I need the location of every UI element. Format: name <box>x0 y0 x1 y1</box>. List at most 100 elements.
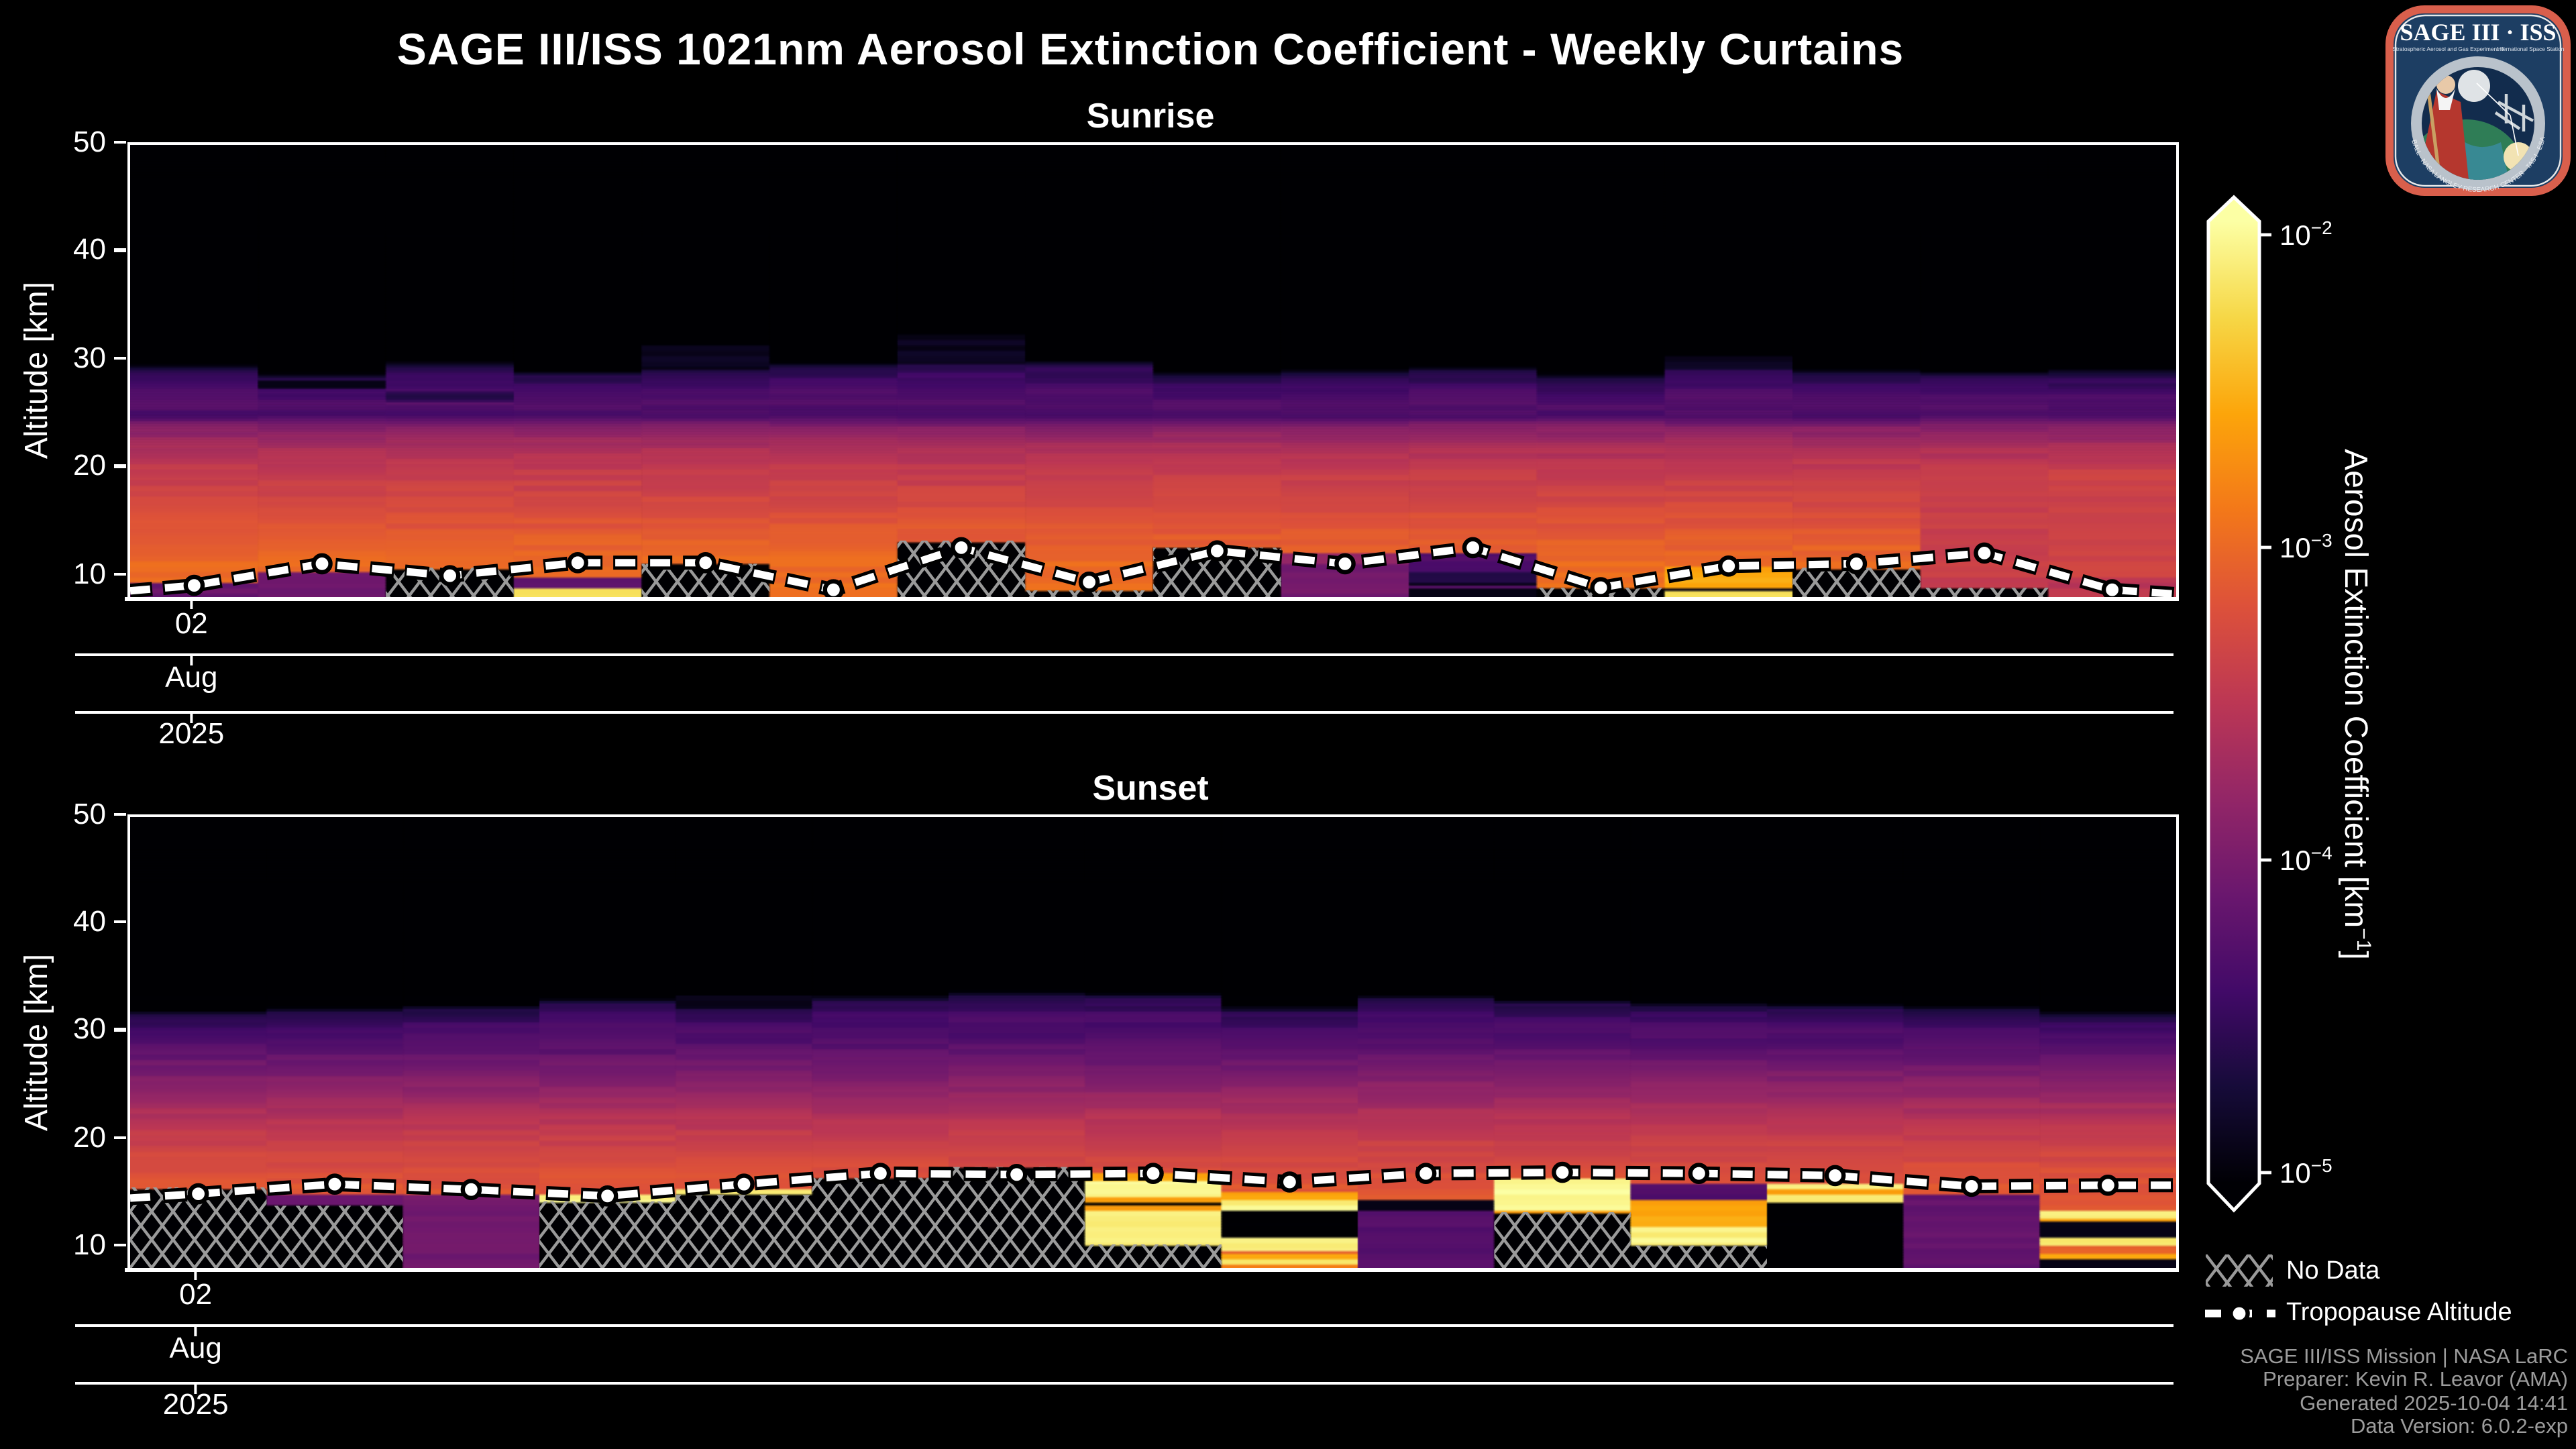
tropopause-marker <box>1552 1161 1573 1183</box>
x-axis-tick-mark <box>194 1326 198 1336</box>
sunrise-overlay <box>130 537 2176 598</box>
logo-title: SAGE III · ISS <box>2400 19 2556 46</box>
attribution-block: SAGE III/ISS Mission | NASA LaRC Prepare… <box>2240 1346 2568 1439</box>
no-data-hatch-region <box>1630 1245 1767 1269</box>
y-axis-tick-mark <box>114 920 126 924</box>
tropopause-marker <box>1845 553 1868 575</box>
tropopause-marker <box>1006 1164 1028 1185</box>
y-axis-tick-label: 20 <box>73 1120 106 1154</box>
tropopause-marker <box>822 579 845 598</box>
attribution-line: Data Version: 6.0.2-exp <box>2351 1415 2568 1439</box>
y-axis-tick-label: 30 <box>73 1012 106 1046</box>
attribution-line: Preparer: Kevin R. Leavor (AMA) <box>2263 1368 2568 1392</box>
y-axis-tick-mark <box>114 812 126 816</box>
x-axis-tick-mark <box>189 714 193 724</box>
y-axis-tick-mark <box>114 1243 126 1247</box>
tropopause-marker <box>1688 1163 1710 1185</box>
no-data-hatch-region <box>1025 590 1153 598</box>
tropopause-legend-label: Tropopause Altitude <box>2286 1299 2512 1327</box>
date-axis-separator <box>75 653 2174 656</box>
tropopause-marker <box>187 1183 209 1205</box>
colorbar-axis-label: Aerosol Extinction Coefficient [km−1] <box>2337 449 2375 960</box>
x-tick-label-day: 02 <box>174 606 208 641</box>
attribution-line: Generated 2025-10-04 14:41 <box>2300 1392 2568 1415</box>
y-axis-tick-mark <box>114 1028 126 1032</box>
y-axis-tick-mark <box>114 248 126 252</box>
x-axis-spine <box>125 1268 2176 1272</box>
x-axis-tick-mark <box>194 1271 198 1281</box>
tropopause-marker <box>1462 537 1484 559</box>
x-tick-label-year: 2025 <box>162 1387 229 1421</box>
y-axis-tick-mark <box>114 1136 126 1139</box>
sunset-overlay <box>130 1161 2176 1269</box>
tropopause-marker <box>2097 1175 2119 1196</box>
x-tick-label-month: Aug <box>169 1331 222 1365</box>
x-axis-spine <box>125 597 2176 601</box>
y-axis-tick-mark <box>114 464 126 468</box>
logo-iss-icon <box>2494 94 2534 131</box>
x-tick-label-month: Aug <box>165 660 218 694</box>
y-axis-tick-label: 50 <box>73 125 106 158</box>
heatmap-panel-sunrise <box>127 142 2179 601</box>
panel-title-sunset: Sunset <box>1092 767 1209 808</box>
x-tick-label-day: 02 <box>179 1277 213 1311</box>
tropopause-marker <box>1961 1175 1982 1197</box>
y-axis-tick-label: 20 <box>73 448 106 482</box>
no-data-hatch-region <box>1920 588 2049 598</box>
colorbar-tick-label: 10−2 <box>2279 217 2332 252</box>
tropopause-marker <box>869 1163 892 1185</box>
figure-title: SAGE III/ISS 1021nm Aerosol Extinction C… <box>396 24 1904 74</box>
logo-moon-icon <box>2458 70 2490 102</box>
no-data-hatch-region <box>812 1177 949 1269</box>
no-data-legend-swatch <box>2206 1254 2273 1287</box>
tropopause-marker <box>695 552 716 574</box>
no-data-hatch-region <box>266 1205 403 1269</box>
x-axis-tick-mark <box>189 655 193 665</box>
tropopause-marker <box>1717 555 1739 577</box>
y-axis-tick-label: 10 <box>73 1227 106 1261</box>
logo-subtitle-right: International Space Station <box>2497 46 2565 52</box>
tropopause-marker <box>1415 1163 1437 1185</box>
y-axis-tick-label: 30 <box>73 340 106 374</box>
tropopause-marker <box>1824 1165 1846 1187</box>
colorbar-tick-label: 10−5 <box>2279 1155 2332 1189</box>
heatmap-panel-sunset <box>127 814 2179 1272</box>
tropopause-marker <box>324 1173 345 1195</box>
tropopause-marker <box>596 1185 619 1207</box>
colorbar <box>2206 195 2271 1213</box>
no-data-hatch-region <box>539 1201 676 1269</box>
colorbar-gradient-bar <box>2206 195 2261 1213</box>
no-data-hatch-region <box>1494 1212 1631 1269</box>
colorbar-tick-label: 10−4 <box>2279 842 2332 877</box>
tropopause-marker <box>1206 540 1228 562</box>
colorbar-tick-label: 10−3 <box>2279 529 2332 564</box>
tropopause-marker <box>1279 1171 1301 1193</box>
tropopause-marker <box>733 1173 755 1195</box>
tropopause-marker <box>567 552 589 574</box>
tropopause-marker <box>2101 579 2123 598</box>
tropopause-marker <box>1334 553 1356 575</box>
y-axis-tick-mark <box>114 356 126 360</box>
no-data-hatch-region <box>1085 1244 1222 1269</box>
tropopause-marker <box>951 537 972 559</box>
sunrise-heatmap-canvas <box>130 145 2176 598</box>
no-data-legend-label: No Data <box>2286 1257 2380 1285</box>
y-axis-tick-label: 40 <box>73 232 106 266</box>
panel-title-sunrise: Sunrise <box>1086 95 1215 136</box>
sage-iii-iss-mission-logo: SAGE III · ISS Stratospheric Aerosol and… <box>2385 5 2571 196</box>
date-axis-separator <box>75 1382 2174 1385</box>
tropopause-line-casing <box>130 540 2176 598</box>
y-axis-tick-label: 10 <box>73 556 106 590</box>
tropopause-marker <box>1142 1163 1164 1185</box>
x-tick-label-year: 2025 <box>158 716 225 750</box>
tropopause-marker <box>439 565 461 587</box>
x-axis-tick-mark <box>194 1385 198 1395</box>
tropopause-marker <box>1590 577 1611 598</box>
tropopause-marker <box>1974 542 1995 564</box>
tropopause-marker <box>183 574 205 596</box>
attribution-line: SAGE III/ISS Mission | NASA LaRC <box>2240 1346 2568 1368</box>
tropopause-marker <box>311 553 333 575</box>
logo-subtitle-left: Stratospheric Aerosol and Gas Experiment… <box>2392 46 2505 52</box>
